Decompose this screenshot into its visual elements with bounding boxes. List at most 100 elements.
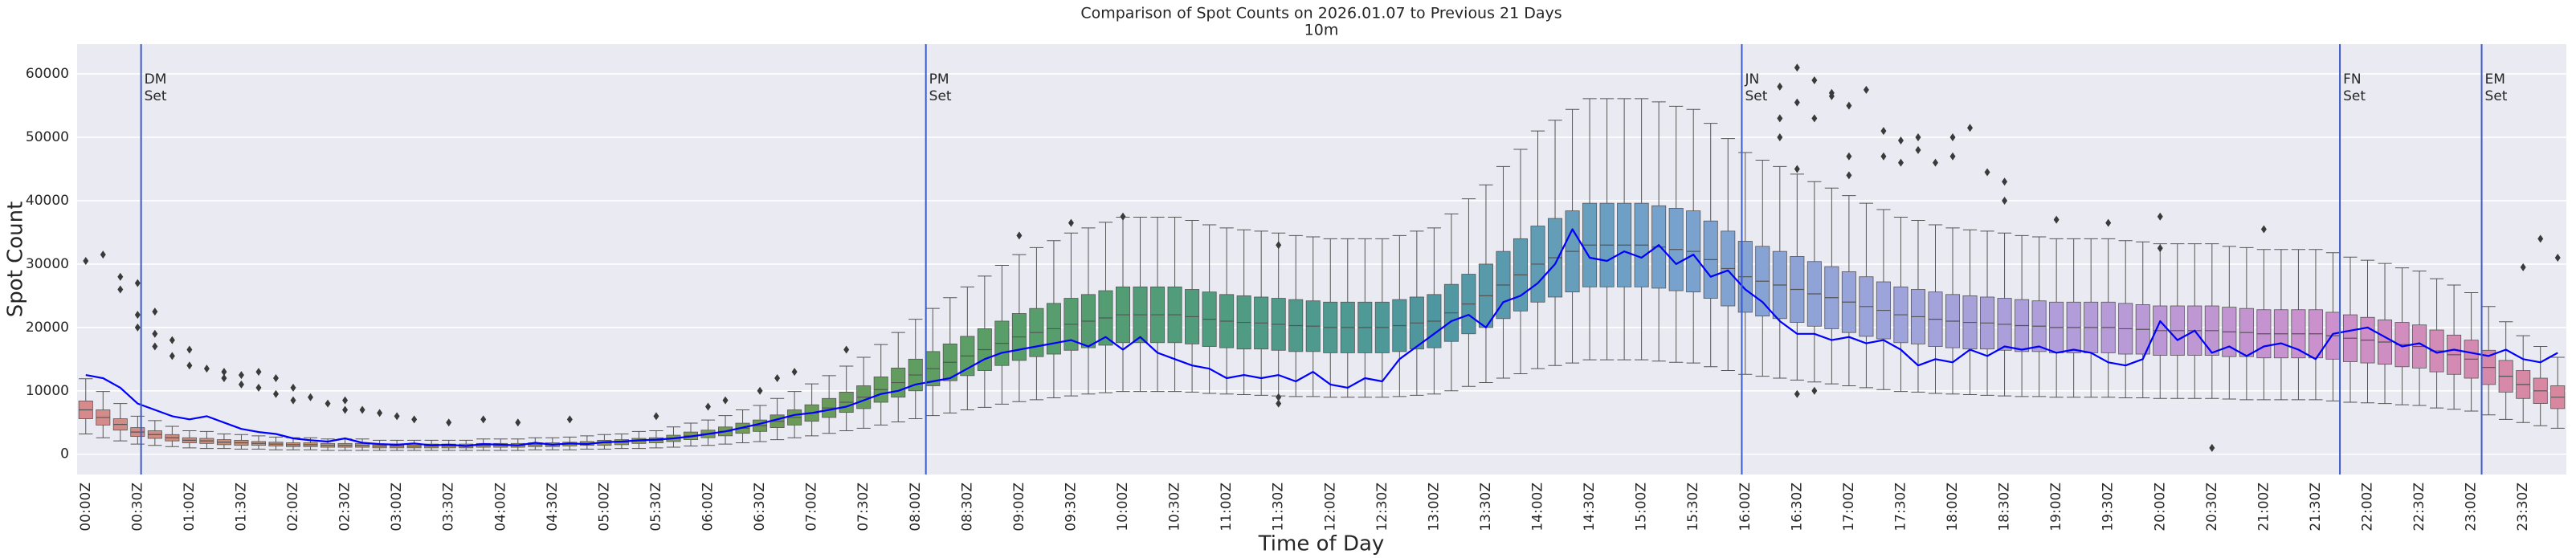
outlier <box>169 336 175 344</box>
outlier <box>255 368 262 377</box>
outlier <box>186 361 193 370</box>
x-tick-label: 00:00Z <box>78 483 94 532</box>
outlier <box>1068 218 1074 227</box>
x-tick-label: 22:00Z <box>2360 483 2376 532</box>
outlier <box>117 285 124 294</box>
outlier <box>2002 196 2008 205</box>
y-tick-label: 0 <box>60 446 69 462</box>
outlier <box>2053 215 2060 224</box>
x-tick-label: 02:30Z <box>337 483 353 532</box>
outlier <box>2554 254 2561 263</box>
y-tick-label: 60000 <box>26 66 69 82</box>
outlier <box>2105 218 2112 227</box>
outlier <box>290 396 296 405</box>
outlier <box>1915 133 1921 142</box>
outlier <box>1811 386 1818 395</box>
y-axis-label: Spot Count <box>4 202 28 318</box>
today-line <box>85 228 2558 447</box>
outlier <box>1932 158 1938 167</box>
outlier <box>1863 85 1869 94</box>
outlier <box>272 374 279 383</box>
x-tick-label: 07:00Z <box>804 483 820 532</box>
outlier <box>290 383 296 392</box>
chart-title: Comparison of Spot Counts on 2026.01.07 … <box>1080 5 1562 22</box>
annotation-label: PM <box>929 71 949 88</box>
outlier <box>653 412 659 421</box>
outlier <box>1897 136 1904 145</box>
x-tick-label: 01:30Z <box>233 483 249 532</box>
x-tick-label: 23:30Z <box>2515 483 2531 532</box>
x-tick-label: 00:30Z <box>129 483 145 532</box>
outlier <box>566 415 573 424</box>
x-tick-label: 22:30Z <box>2411 483 2427 532</box>
x-tick-label: 15:00Z <box>1634 483 1650 532</box>
outlier <box>1794 98 1800 107</box>
outlier <box>1880 152 1887 161</box>
annotation-label: Set <box>2485 88 2508 104</box>
outlier <box>2520 263 2526 271</box>
outlier <box>1276 393 1282 401</box>
outlier <box>377 409 383 417</box>
x-tick-label: 09:30Z <box>1063 483 1079 532</box>
y-tick-label: 10000 <box>26 383 69 399</box>
outlier <box>342 396 349 405</box>
outlier <box>238 380 244 389</box>
outlier <box>1794 165 1800 173</box>
outlier <box>221 368 227 377</box>
x-tick-label: 16:30Z <box>1789 483 1805 532</box>
x-tick-label: 18:00Z <box>1945 483 1961 532</box>
y-tick-label: 30000 <box>26 256 69 272</box>
x-tick-label: 03:30Z <box>441 483 457 532</box>
outlier <box>83 256 89 265</box>
outlier <box>117 272 124 281</box>
outlier <box>152 308 158 316</box>
x-axis-label: Time of Day <box>1258 532 1385 556</box>
annotation-label: EM <box>2485 71 2505 88</box>
outlier <box>221 374 227 383</box>
outlier <box>1897 158 1904 167</box>
x-tick-label: 12:30Z <box>1374 483 1390 532</box>
outlier <box>515 418 521 427</box>
x-tick-label: 07:30Z <box>855 483 872 532</box>
outlier <box>411 415 418 424</box>
outlier <box>100 250 106 259</box>
annotation-label: Set <box>929 88 952 104</box>
annotation-label: Set <box>145 88 167 104</box>
plot-background <box>77 44 2566 475</box>
outlier <box>1016 231 1023 240</box>
x-tick-label: 13:30Z <box>1478 483 1494 532</box>
x-tick-label: 04:00Z <box>492 483 508 532</box>
outlier <box>1828 92 1835 100</box>
outlier <box>2537 234 2544 243</box>
x-tick-label: 06:00Z <box>700 483 716 532</box>
x-tick-label: 01:00Z <box>182 483 198 532</box>
outlier <box>1846 171 1852 180</box>
outlier <box>1949 152 1956 161</box>
outlier <box>238 371 244 380</box>
x-tick-label: 04:30Z <box>545 483 561 532</box>
x-tick-label: 10:00Z <box>1115 483 1131 532</box>
outlier <box>1811 114 1818 123</box>
x-tick-label: 14:00Z <box>1530 483 1546 532</box>
outlier <box>843 345 850 354</box>
x-tick-label: 08:30Z <box>959 483 975 532</box>
x-tick-label: 11:00Z <box>1219 483 1235 532</box>
outlier <box>1794 389 1800 398</box>
x-tick-label: 05:30Z <box>648 483 664 532</box>
x-tick-label: 21:00Z <box>2256 483 2272 532</box>
outlier <box>446 418 452 427</box>
x-tick-label: 09:00Z <box>1011 483 1027 532</box>
x-tick-label: 17:00Z <box>1841 483 1857 532</box>
chart-subtitle: 10m <box>1304 22 1339 39</box>
outlier <box>1777 82 1783 91</box>
outlier <box>308 393 314 401</box>
x-tick-label: 13:00Z <box>1426 483 1442 532</box>
outlier <box>152 329 158 338</box>
outlier <box>757 386 763 395</box>
outlier <box>203 365 210 373</box>
x-tick-label: 10:30Z <box>1167 483 1183 532</box>
x-tick-label: 06:30Z <box>752 483 768 532</box>
x-tick-label: 02:00Z <box>285 483 301 532</box>
outlier <box>2260 225 2267 234</box>
outlier <box>394 412 400 421</box>
